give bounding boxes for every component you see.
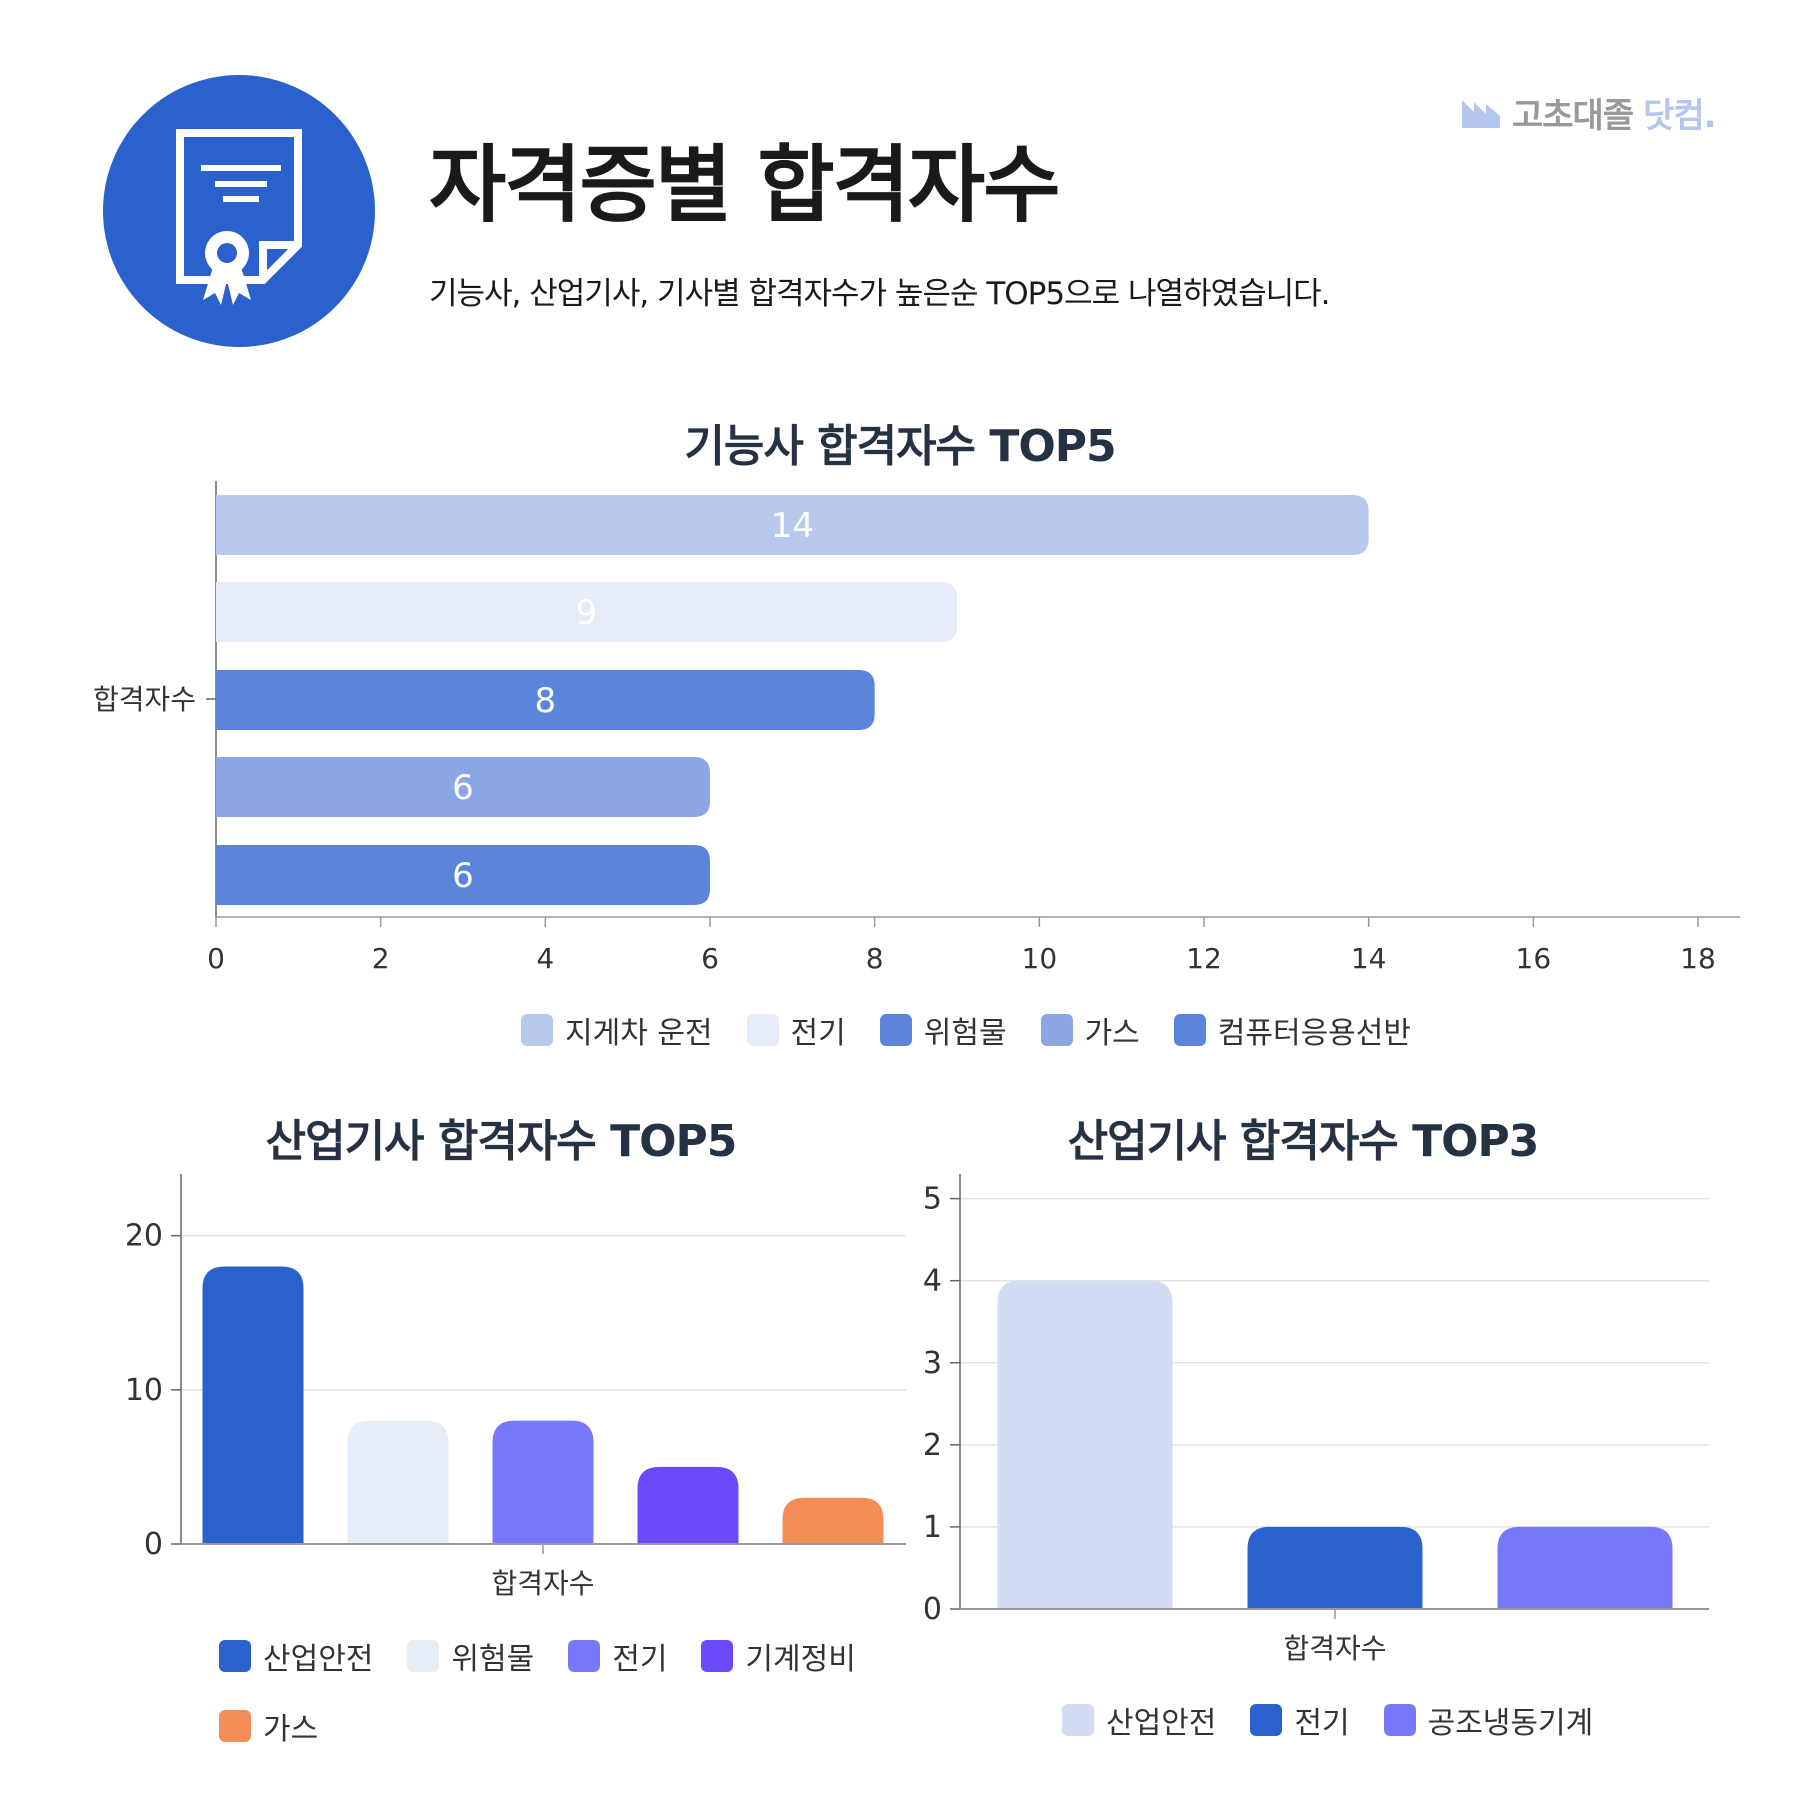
bar — [216, 757, 710, 817]
bar — [347, 1420, 449, 1544]
x-tick-label: 6 — [701, 942, 719, 975]
legend-label: 전기 — [790, 1016, 846, 1051]
site-logo[interactable]: 고초대졸 닷컴. — [1462, 88, 1717, 137]
data-label: 8 — [535, 681, 557, 721]
x-tick-label: 12 — [1186, 942, 1222, 975]
x-tick-label: 10 — [1022, 942, 1058, 975]
legend-item[interactable]: 가스 — [1040, 1008, 1140, 1052]
legend-label: 위험물 — [923, 1016, 1007, 1051]
bar — [216, 582, 957, 642]
x-tick-label: 16 — [1516, 942, 1552, 975]
y-tick-label: 5 — [923, 1182, 942, 1217]
legend-label: 산업안전 — [263, 1642, 374, 1677]
chart1-legend: 지게차 운전 전기 위험물 가스 컴퓨터응용선반 — [521, 1008, 1411, 1052]
certificate-badge — [103, 75, 375, 347]
chart3-legend: 산업안전 전기 공조냉동기계 — [1062, 1698, 1593, 1742]
legend-label: 위험물 — [451, 1642, 535, 1677]
page-subtitle: 기능사, 산업기사, 기사별 합격자수가 높은순 TOP5으로 나열하였습니다. — [429, 276, 1330, 312]
bar — [216, 670, 875, 730]
legend-item[interactable]: 위험물 — [407, 1634, 534, 1678]
legend-item[interactable]: 가스 — [219, 1704, 318, 1748]
legend-item[interactable]: 공조냉동기계 — [1383, 1698, 1594, 1742]
page-title: 자격증별 합격자수 — [429, 136, 1060, 234]
legend-item[interactable]: 전기 — [568, 1634, 667, 1678]
x-tick-label: 18 — [1680, 942, 1716, 975]
legend-item[interactable]: 위험물 — [879, 1008, 1007, 1052]
logo-mark-icon — [1462, 99, 1500, 128]
legend-item[interactable]: 지게차 운전 — [521, 1008, 713, 1052]
logo-text-accent: 닷컴. — [1643, 96, 1716, 136]
bar — [1497, 1526, 1673, 1609]
data-label: 9 — [576, 593, 598, 633]
legend-label: 가스 — [1084, 1016, 1140, 1051]
x-category-label: 합격자수 — [491, 1567, 594, 1600]
x-tick-label: 8 — [866, 942, 884, 975]
legend-label: 공조냉동기계 — [1427, 1706, 1594, 1741]
y-tick-label: 0 — [144, 1527, 163, 1562]
bar — [637, 1466, 739, 1544]
bar — [202, 1266, 304, 1544]
legend-swatch — [746, 1014, 779, 1046]
legend-item[interactable]: 산업안전 — [219, 1634, 373, 1678]
legend-item[interactable]: 전기 — [746, 1008, 846, 1052]
data-label: 6 — [452, 768, 474, 808]
legend-swatch — [1250, 1704, 1283, 1736]
x-category-label: 합격자수 — [1283, 1632, 1386, 1665]
legend-label: 지게차 운전 — [565, 1016, 713, 1051]
legend-swatch — [219, 1640, 251, 1672]
y-tick-label: 1 — [923, 1510, 942, 1545]
x-tick-label: 4 — [536, 942, 554, 975]
bar — [216, 845, 710, 905]
y-tick-label: 20 — [125, 1219, 163, 1254]
chart2-title: 산업기사 합격자수 TOP5 — [265, 1116, 738, 1167]
legend-swatch — [1040, 1014, 1073, 1046]
bar — [216, 495, 1369, 555]
legend-label: 산업안전 — [1106, 1706, 1217, 1741]
legend-label: 컴퓨터응용선반 — [1217, 1016, 1411, 1051]
legend-swatch — [1062, 1704, 1094, 1736]
certificate-icon — [176, 129, 302, 305]
legend-swatch — [219, 1710, 251, 1742]
data-label: 6 — [452, 856, 474, 896]
legend-swatch — [407, 1640, 440, 1672]
legend-swatch — [1383, 1704, 1416, 1736]
chart3-title: 산업기사 합격자수 TOP3 — [1067, 1116, 1540, 1167]
legend-label: 전기 — [1294, 1706, 1350, 1741]
legend-swatch — [879, 1014, 912, 1046]
logo-text: 고초대졸 — [1512, 96, 1634, 136]
y-category-label: 합격자수 — [93, 683, 196, 716]
legend-label: 전기 — [612, 1642, 668, 1677]
legend-item[interactable]: 전기 — [1250, 1698, 1350, 1742]
y-tick-label: 4 — [923, 1264, 942, 1299]
data-label: 14 — [771, 506, 814, 546]
bar — [997, 1280, 1173, 1609]
x-tick-label: 0 — [207, 942, 225, 975]
bar — [782, 1497, 884, 1544]
legend-item[interactable]: 기계정비 — [701, 1634, 856, 1678]
x-tick-label: 2 — [372, 942, 390, 975]
legend-swatch — [521, 1014, 553, 1046]
legend-label: 가스 — [263, 1712, 319, 1747]
bar — [1247, 1526, 1423, 1609]
y-tick-label: 3 — [923, 1346, 942, 1381]
x-tick-label: 14 — [1351, 942, 1387, 975]
y-tick-label: 10 — [125, 1373, 163, 1408]
legend-swatch — [568, 1640, 601, 1672]
legend-item[interactable]: 산업안전 — [1062, 1698, 1216, 1742]
legend-swatch — [1173, 1014, 1206, 1046]
legend-item[interactable]: 컴퓨터응용선반 — [1173, 1008, 1411, 1052]
y-tick-label: 0 — [923, 1592, 942, 1627]
legend-swatch — [701, 1640, 734, 1672]
bar — [492, 1420, 594, 1544]
y-tick-label: 2 — [923, 1428, 942, 1463]
chart1-title: 기능사 합격자수 TOP5 — [684, 421, 1116, 472]
legend-label: 기계정비 — [745, 1642, 856, 1677]
